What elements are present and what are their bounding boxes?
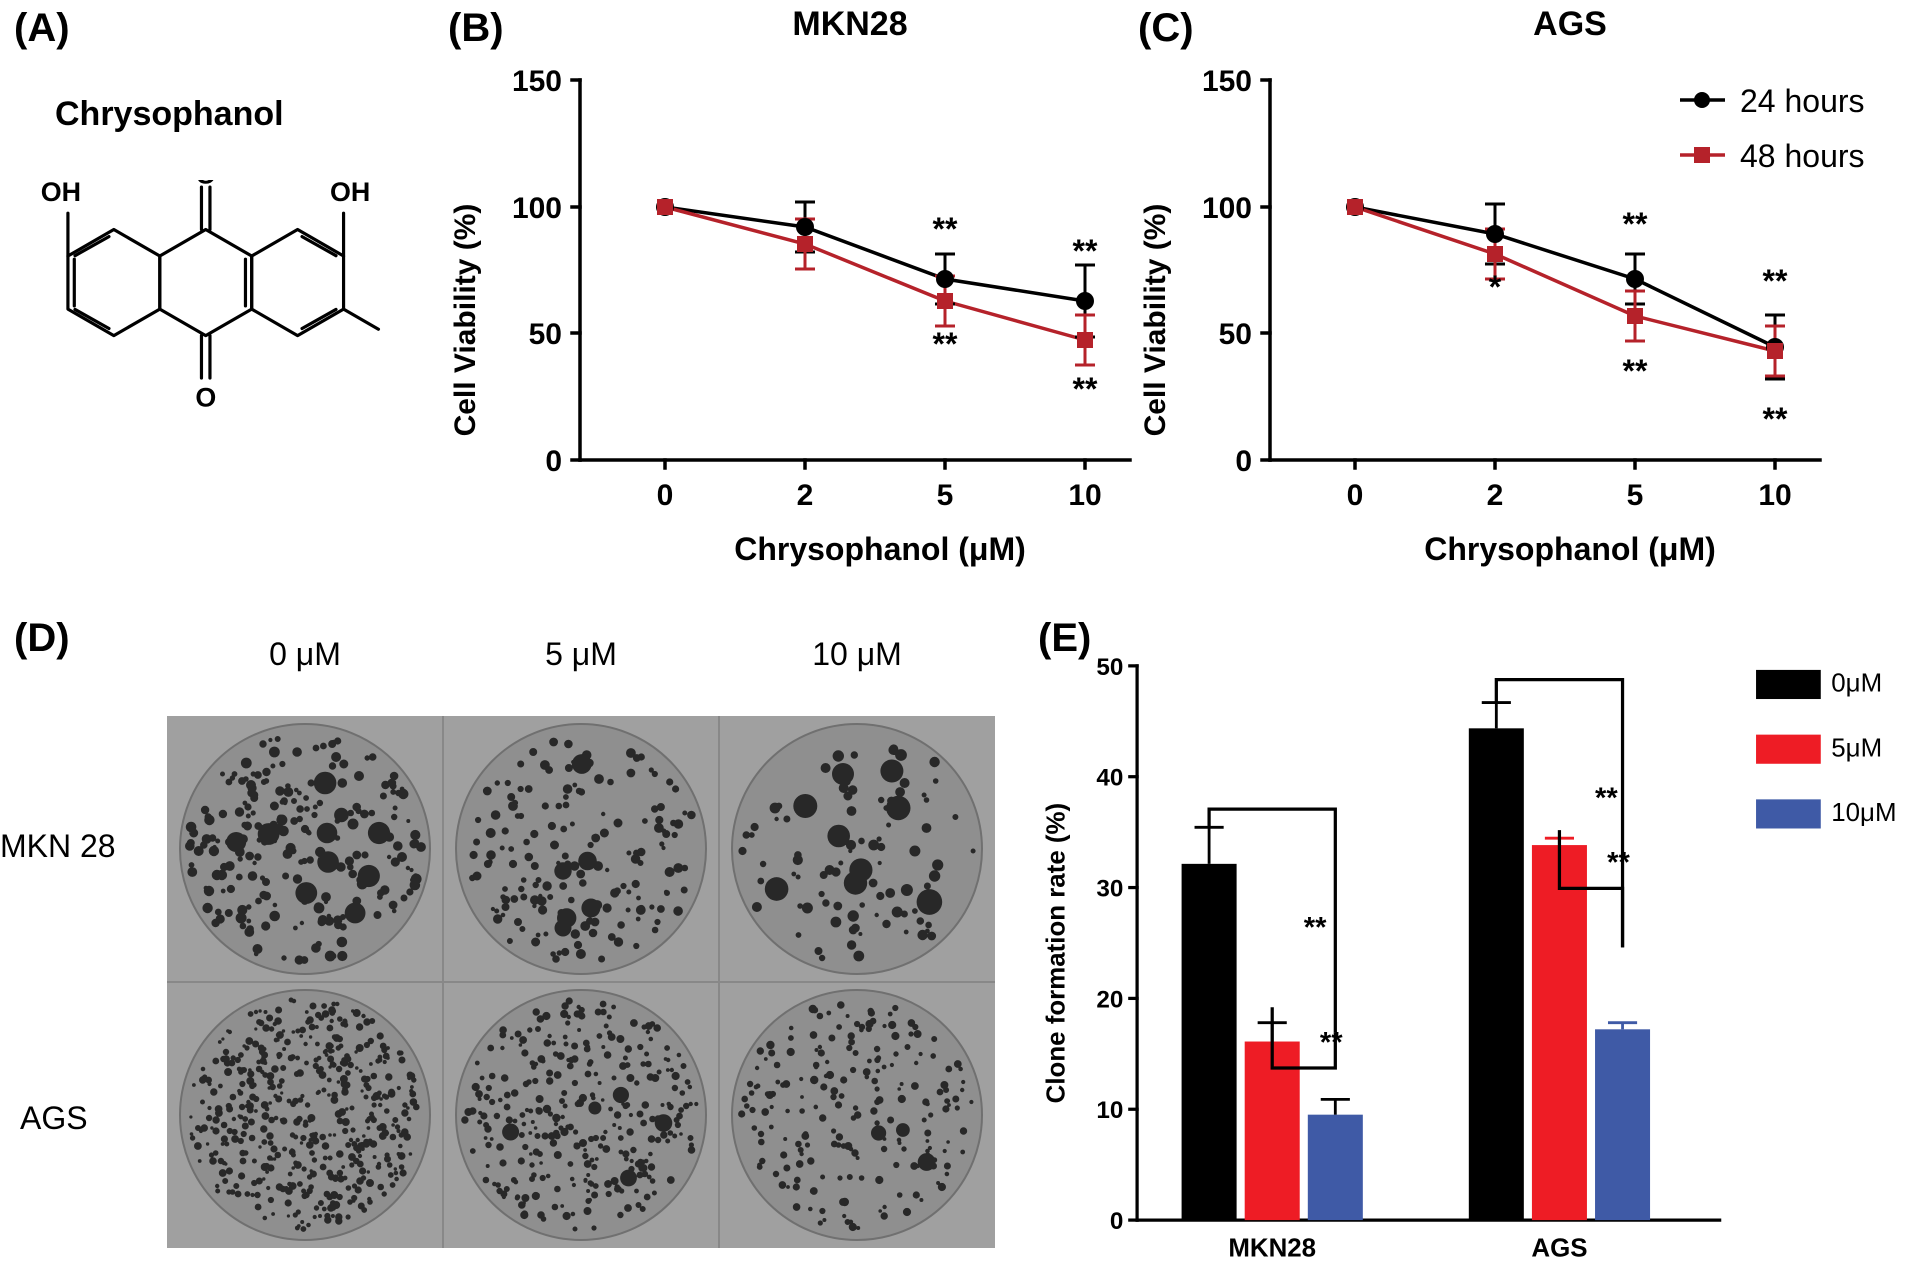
svg-text:Cell Viability (%): Cell Viability (%): [1140, 204, 1172, 437]
svg-text:O: O: [195, 382, 216, 412]
svg-text:**: **: [1320, 1027, 1343, 1059]
svg-text:40: 40: [1096, 765, 1123, 792]
svg-text:**: **: [1607, 847, 1630, 879]
svg-text:OH: OH: [41, 180, 81, 207]
svg-text:AGS: AGS: [1531, 1235, 1587, 1263]
svg-text:50: 50: [1096, 654, 1123, 681]
svg-text:10μM: 10μM: [1831, 799, 1896, 827]
svg-text:0: 0: [545, 445, 562, 478]
svg-text:5: 5: [937, 479, 954, 512]
svg-text:0μM: 0μM: [1831, 670, 1882, 698]
svg-text:100: 100: [1202, 192, 1252, 225]
svg-text:**: **: [1304, 912, 1327, 944]
svg-text:0: 0: [657, 479, 674, 512]
svg-text:0: 0: [1110, 1208, 1124, 1235]
svg-text:MKN28: MKN28: [792, 5, 907, 43]
svg-text:2: 2: [1487, 479, 1504, 512]
svg-text:0: 0: [1347, 479, 1364, 512]
svg-text:OH: OH: [330, 180, 370, 207]
svg-text:50: 50: [1219, 318, 1252, 351]
svg-text:Cell Viability (%): Cell Viability (%): [450, 204, 482, 437]
svg-text:48 hours: 48 hours: [1740, 138, 1865, 174]
svg-text:5: 5: [1627, 479, 1644, 512]
svg-text:10: 10: [1758, 479, 1791, 512]
svg-text:24 hours: 24 hours: [1740, 83, 1865, 119]
svg-text:2: 2: [797, 479, 814, 512]
svg-text:**: **: [1763, 263, 1788, 299]
svg-text:**: **: [1595, 782, 1618, 814]
svg-text:**: **: [1623, 206, 1648, 242]
svg-text:Clone formation rate (%): Clone formation rate (%): [1042, 803, 1070, 1103]
svg-text:*: *: [1489, 269, 1502, 305]
svg-text:MKN28: MKN28: [1228, 1235, 1316, 1263]
svg-text:**: **: [1763, 401, 1788, 437]
svg-text:100: 100: [512, 192, 562, 225]
svg-text:Chrysophanol (μM): Chrysophanol (μM): [1424, 531, 1716, 567]
svg-text:**: **: [933, 211, 958, 247]
svg-text:**: **: [1623, 353, 1648, 389]
svg-text:150: 150: [1202, 65, 1252, 98]
svg-text:Chrysophanol (μM): Chrysophanol (μM): [734, 531, 1026, 567]
svg-text:O: O: [195, 180, 216, 190]
svg-text:10: 10: [1068, 479, 1101, 512]
svg-text:30: 30: [1096, 875, 1123, 902]
svg-text:AGS: AGS: [1533, 5, 1607, 43]
svg-text:20: 20: [1096, 986, 1123, 1013]
svg-text:**: **: [1073, 233, 1098, 269]
svg-text:5μM: 5μM: [1831, 734, 1882, 762]
svg-text:**: **: [1073, 371, 1098, 407]
svg-text:0: 0: [1235, 445, 1252, 478]
svg-text:10: 10: [1096, 1097, 1123, 1124]
svg-text:**: **: [933, 326, 958, 362]
svg-text:50: 50: [529, 318, 562, 351]
svg-text:150: 150: [512, 65, 562, 98]
